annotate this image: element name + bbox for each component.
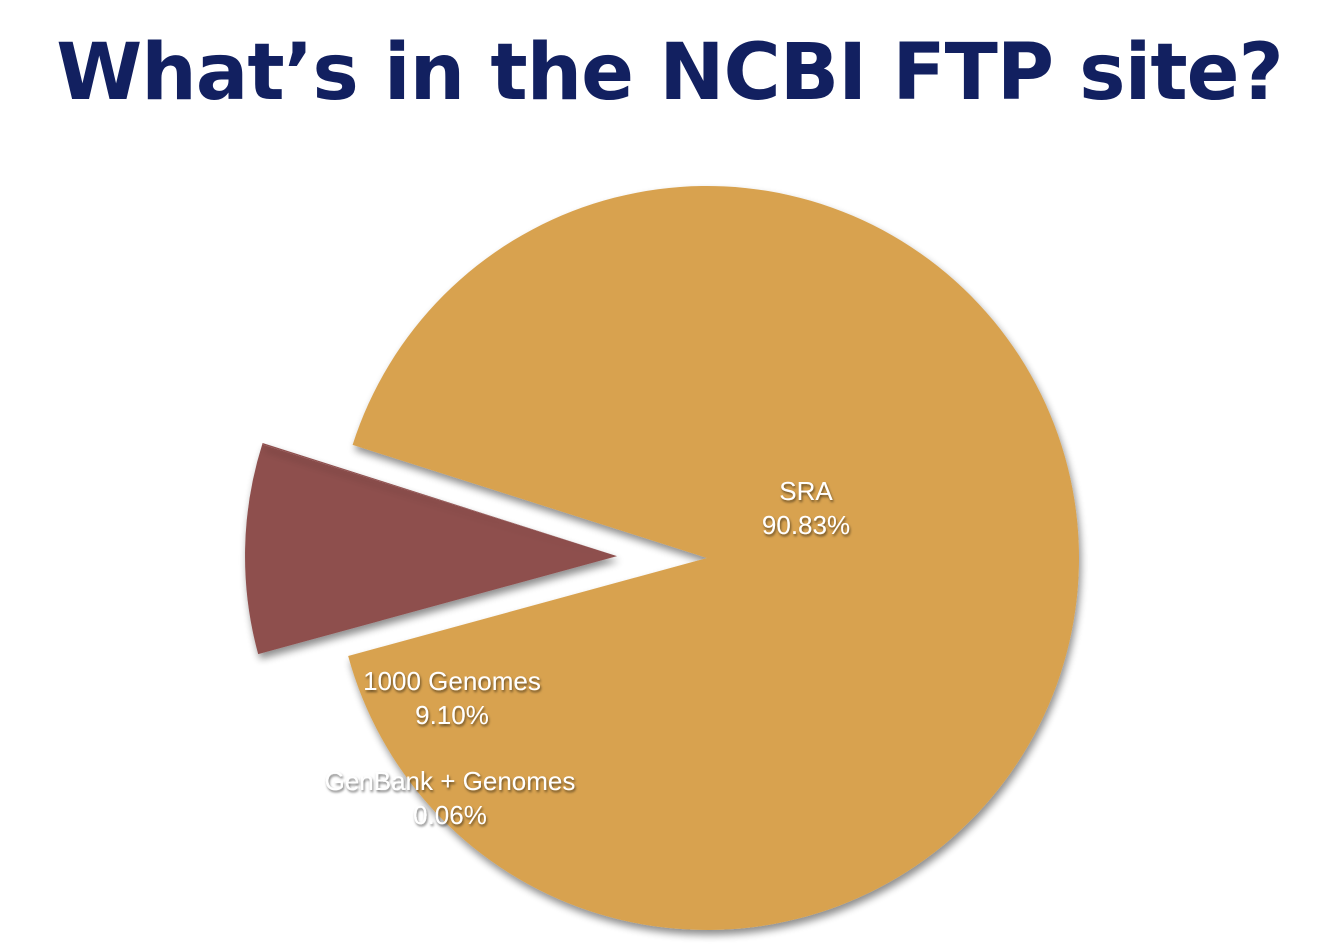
slice-label-genbank-genomes: GenBank + Genomes 0.06% [325,766,576,830]
slice-percent-genbank-genomes: 0.06% [413,800,487,830]
slice-name-1000-genomes: 1000 Genomes [363,666,541,696]
slice-percent-1000-genomes: 9.10% [415,700,489,730]
chart-title: What’s in the NCBI FTP site? [56,28,1284,118]
pie-slice-1000-genomes [245,444,618,655]
slice-label-1000-genomes: 1000 Genomes 9.10% [363,666,541,730]
slice-name-genbank-genomes: GenBank + Genomes [325,766,576,796]
slice-name-sra: SRA [779,476,833,506]
slice-percent-sra: 90.83% [762,510,850,540]
pie-slice-sra [348,185,1080,930]
pie-slice-genbank-genomes [262,443,618,557]
slice-label-sra: SRA 90.83% [762,476,850,540]
